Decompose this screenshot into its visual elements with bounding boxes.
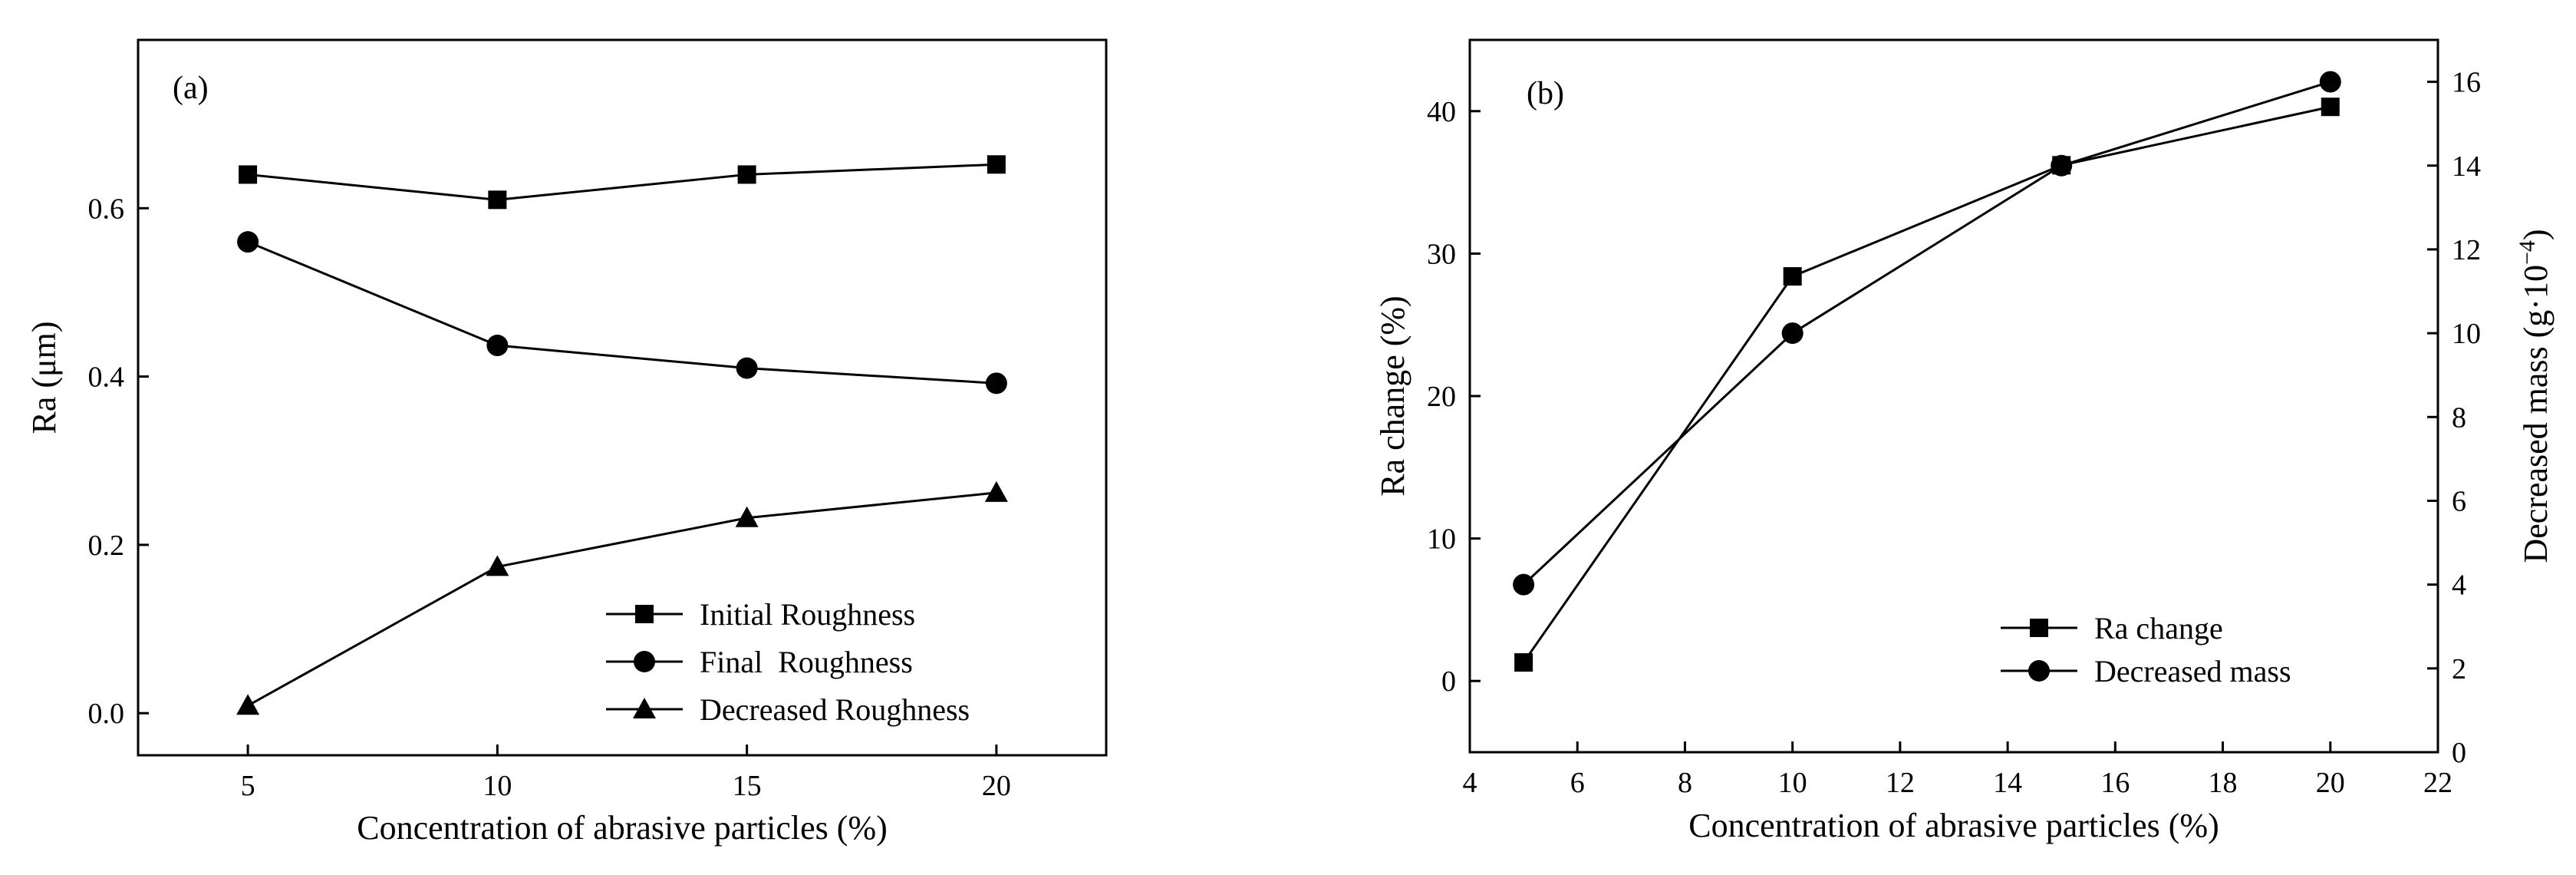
series-line-0 (247, 163, 996, 201)
data-point (486, 335, 509, 357)
data-point (985, 372, 1007, 395)
series-line-2 (247, 491, 997, 707)
x-tick-label: 14 (1993, 767, 2022, 799)
y2-tick-label: 14 (2452, 150, 2481, 183)
y-tick-label: 0.6 (88, 193, 125, 225)
panel-a-label: (a) (173, 71, 209, 106)
x-tick-label: 4 (1463, 767, 1477, 799)
legend-label: Decreased Roughness (700, 692, 970, 727)
data-point (2051, 154, 2073, 177)
panel-a: (a) 5 10 15 20 0.0 0.2 0.4 0.6 Initial Roughne… (25, 38, 1108, 847)
y-tick-label: 0 (1441, 665, 1456, 698)
panel-b-label: (b) (1527, 76, 1564, 111)
y-tick-label: 20 (1427, 381, 1456, 413)
panel-b-y2-axis-label: Decreased mass (g·10−4) (2515, 229, 2555, 563)
y-tick-label: 0.2 (88, 530, 125, 562)
x-tick-label: 20 (2316, 767, 2345, 799)
x-tick-label: 10 (1778, 767, 1807, 799)
data-point (237, 231, 259, 253)
x-tick-label: 16 (2100, 767, 2130, 799)
data-point (486, 555, 509, 576)
data-point (488, 190, 507, 210)
panel-a-legend: Initial Roughness Final Roughness Decrease… (606, 597, 970, 727)
data-point (735, 506, 759, 527)
panel-b: (b) 4 6 8 10 12 14 16 18 20 22 0 10 20 30 40 0 2 4 6 8 10 1… (1374, 38, 2555, 844)
y2-tick-label: 10 (2452, 318, 2481, 350)
panel-a-x-ticks: 5 10 15 20 (241, 745, 1011, 802)
data-point (1781, 322, 1804, 345)
legend-label: Initial Roughness (700, 597, 915, 632)
legend-marker (2030, 619, 2048, 637)
x-tick-label: 5 (241, 770, 255, 802)
panel-a-y-axis-label: Ra (μm) (25, 322, 63, 434)
legend-marker (633, 698, 656, 718)
y-tick-label: 0.4 (88, 362, 125, 394)
y2-tick-label: 2 (2452, 653, 2466, 685)
data-point (736, 357, 758, 379)
panel-a-plot-frame (137, 38, 1108, 757)
y-tick-label: 10 (1427, 523, 1456, 556)
panel-a-y-ticks: 0.0 0.2 0.4 0.6 (88, 193, 149, 730)
y-tick-label: 0.0 (88, 698, 125, 730)
data-point (236, 694, 260, 715)
panel-a-series (236, 155, 1008, 715)
y2-tick-label: 6 (2452, 485, 2466, 517)
panel-b-legend: Ra change Decreased mass (2001, 611, 2291, 688)
x-tick-label: 10 (483, 770, 512, 802)
x-tick-label: 8 (1678, 767, 1692, 799)
data-point (1514, 653, 1533, 672)
legend-label: Decreased mass (2094, 654, 2291, 688)
data-point (2321, 97, 2340, 117)
panel-b-series (1513, 71, 2341, 672)
legend-marker (635, 605, 654, 623)
x-tick-label: 12 (1886, 767, 1915, 799)
series-line-0 (1522, 105, 2331, 663)
panel-b-x-axis-label: Concentration of abrasive particles (%) (1688, 807, 2219, 844)
series-line-1 (1523, 81, 2331, 586)
data-point (1783, 267, 1802, 286)
y-tick-label: 30 (1427, 238, 1456, 270)
data-point (239, 165, 258, 184)
panel-b-plot-frame (1468, 38, 2439, 754)
y-tick-label: 40 (1427, 96, 1456, 128)
y2-tick-label: 0 (2452, 737, 2466, 769)
y2-tick-label: 4 (2452, 570, 2466, 602)
legend-label: Ra change (2094, 611, 2223, 646)
data-point (984, 480, 1008, 502)
data-point (1513, 573, 1535, 596)
panel-b-y-ticks: 0 10 20 30 40 (1427, 96, 1481, 698)
y2-tick-label: 16 (2452, 67, 2481, 99)
x-tick-label: 15 (733, 770, 762, 802)
y2-tick-label: 8 (2452, 401, 2466, 434)
panel-b-y2-ticks: 0 2 4 6 8 10 12 14 16 (2427, 67, 2481, 769)
x-tick-label: 20 (982, 770, 1011, 802)
data-point (987, 155, 1006, 174)
x-tick-label: 18 (2209, 767, 2238, 799)
data-point (2319, 71, 2341, 93)
series-line-1 (247, 240, 996, 385)
x-tick-label: 6 (1570, 767, 1585, 799)
legend-label: Final Roughness (700, 645, 913, 679)
legend-marker (634, 651, 655, 672)
data-point (737, 165, 756, 184)
x-tick-label: 22 (2423, 767, 2452, 799)
panel-b-y-axis-label: Ra change (%) (1374, 296, 1412, 496)
legend-marker (2028, 660, 2050, 682)
panel-b-x-ticks: 4 6 8 10 12 14 16 18 20 22 (1463, 741, 2452, 799)
y2-tick-label: 12 (2452, 234, 2481, 266)
panel-a-x-axis-label: Concentration of abrasive particles (%) (357, 809, 888, 847)
